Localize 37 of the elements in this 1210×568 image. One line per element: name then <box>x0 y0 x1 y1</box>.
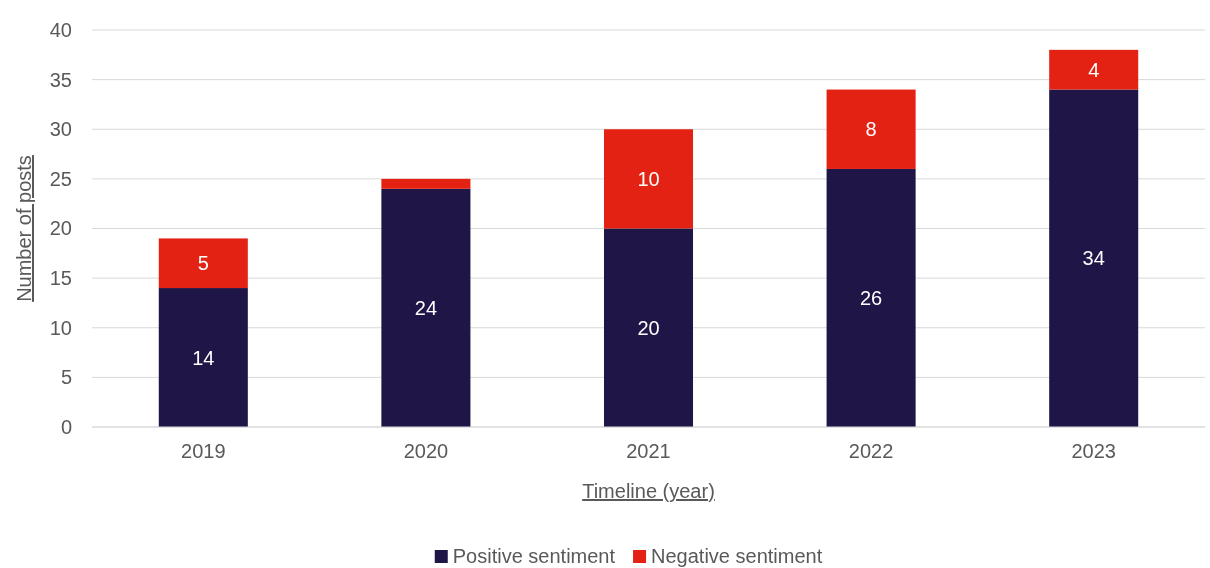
x-tick-label: 2019 <box>181 440 226 463</box>
bar <box>381 188 471 427</box>
x-tick-label: 2022 <box>848 440 894 463</box>
x-axis-title: Timeline (year) <box>582 480 715 502</box>
y-tick-label: 35 <box>49 68 72 91</box>
data-label: 4 <box>1088 58 1100 81</box>
data-label: 10 <box>637 167 660 190</box>
legend-label: Negative sentiment <box>651 545 823 567</box>
bar <box>381 178 471 189</box>
y-tick-label: 0 <box>60 415 72 438</box>
data-label: 34 <box>1082 247 1105 270</box>
y-tick-label: 10 <box>49 316 72 339</box>
x-tick-label: 2020 <box>403 440 449 463</box>
y-tick-label: 30 <box>49 118 72 141</box>
x-tick-label: 2023 <box>1071 440 1116 463</box>
bar <box>826 89 916 169</box>
bar <box>158 238 248 289</box>
bar <box>603 129 694 229</box>
data-label: 20 <box>637 316 660 339</box>
legend-label: Positive sentiment <box>452 545 616 567</box>
bar <box>603 228 694 427</box>
y-tick-label: 5 <box>60 366 72 389</box>
data-label: 5 <box>197 252 209 275</box>
y-tick-label: 15 <box>49 267 72 290</box>
y-tick-label: 20 <box>49 217 72 240</box>
y-tick-label: 25 <box>49 167 72 190</box>
data-label: 26 <box>859 286 883 309</box>
data-label: 14 <box>192 346 215 369</box>
y-axis-title: Number of posts <box>13 155 35 302</box>
bar <box>1049 89 1139 427</box>
data-label: 8 <box>865 118 877 141</box>
bar <box>1049 49 1139 90</box>
y-tick-label: 40 <box>49 18 72 41</box>
bar <box>158 288 248 427</box>
x-tick-label: 2021 <box>626 440 671 463</box>
data-label: 24 <box>414 296 438 319</box>
bar <box>826 168 916 427</box>
